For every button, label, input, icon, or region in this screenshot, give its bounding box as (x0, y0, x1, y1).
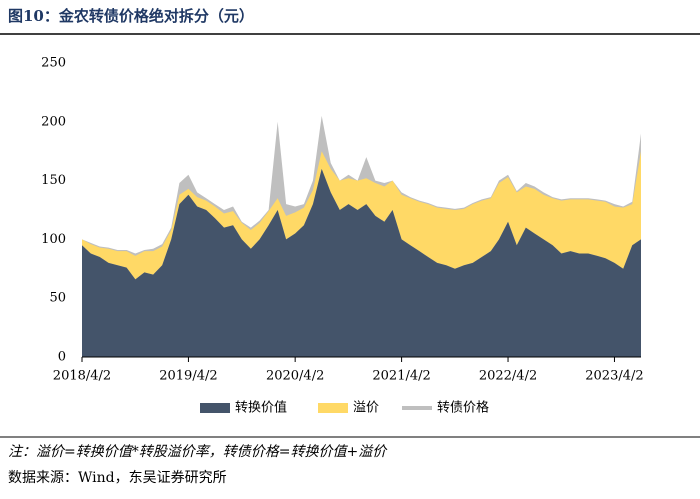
legend-label: 溢价 (353, 401, 379, 416)
chart-title: 图10：金农转债价格绝对拆分（元） (8, 7, 254, 25)
legend-swatch (200, 403, 230, 413)
x-tick-label: 2022/4/2 (479, 369, 537, 384)
premium-area (82, 151, 641, 280)
note: 注：溢价=转换价值*转股溢价率，转债价格=转换价值+溢价 (8, 444, 388, 460)
x-tick-label: 2020/4/2 (266, 369, 324, 384)
x-tick-label: 2023/4/2 (585, 369, 643, 384)
y-tick-label: 200 (41, 114, 66, 129)
x-tick-label: 2019/4/2 (159, 369, 217, 384)
legend-label: 转债价格 (437, 400, 489, 416)
legend-swatch (318, 403, 348, 413)
y-tick-label: 0 (58, 350, 66, 365)
x-tick-label: 2021/4/2 (372, 369, 430, 384)
y-tick-label: 100 (41, 232, 66, 247)
conversion-area (82, 168, 641, 357)
y-tick-label: 50 (49, 291, 66, 306)
legend-label: 转换价值 (235, 400, 287, 416)
source: 数据来源：Wind，东吴证券研究所 (8, 470, 227, 486)
y-tick-label: 150 (41, 173, 66, 188)
y-tick-label: 250 (41, 56, 66, 71)
x-tick-label: 2018/4/2 (53, 369, 111, 384)
